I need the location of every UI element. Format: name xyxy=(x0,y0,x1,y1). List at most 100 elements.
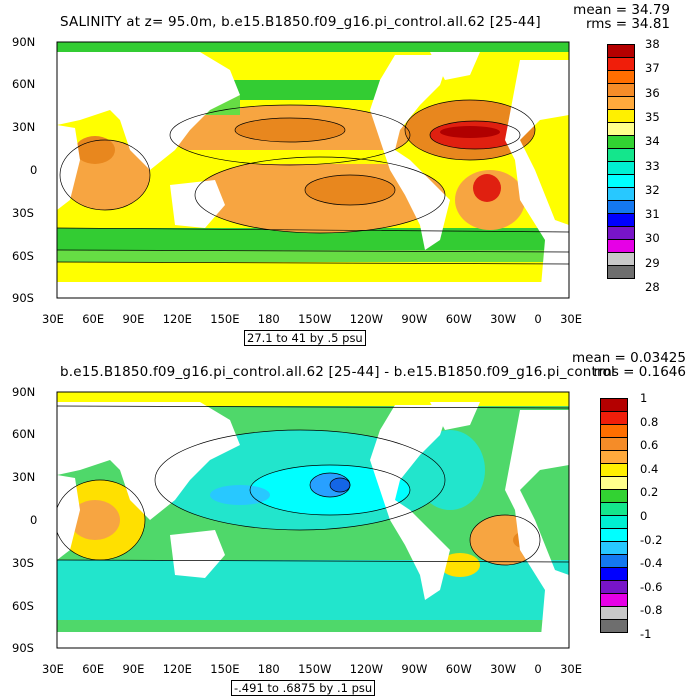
colorbar-swatch xyxy=(600,568,628,581)
lon-label: 180 xyxy=(257,662,280,676)
lon-label: 150W xyxy=(298,312,332,326)
lon-label: 60E xyxy=(82,312,105,326)
colorbar-swatch xyxy=(600,529,628,542)
lon-label: 0 xyxy=(534,312,542,326)
bottom-lat-label: 30S xyxy=(12,556,34,570)
colorbar-swatch xyxy=(607,44,635,58)
bottom-mean-stat: mean = 0.03425 xyxy=(571,350,686,366)
lon-label: 120W xyxy=(349,662,384,676)
colorbar-label: -0.2 xyxy=(640,532,663,547)
top-mean-stat: mean = 34.79 xyxy=(573,2,670,18)
top-rms-stat: rms = 34.81 xyxy=(585,16,670,32)
colorbar-label: 37 xyxy=(645,61,660,76)
bottom-lat-label: 30N xyxy=(12,470,36,484)
lon-label: 30W xyxy=(490,312,517,326)
colorbar-label: 0.6 xyxy=(640,438,659,453)
colorbar-swatch xyxy=(607,201,635,214)
colorbar-swatch xyxy=(607,162,635,175)
top-contours xyxy=(57,99,569,265)
lon-label: 120E xyxy=(162,662,192,676)
top-lat-label: 0 xyxy=(30,163,38,177)
colorbar-label: 30 xyxy=(645,231,660,246)
top-lat-label: 90N xyxy=(12,35,36,49)
lon-label: 30E xyxy=(42,662,64,676)
colorbar-swatch xyxy=(607,188,635,201)
colorbar-label: 35 xyxy=(645,109,660,124)
colorbar-label: -1 xyxy=(640,627,652,641)
colorbar-swatch xyxy=(600,490,628,503)
colorbar-swatch xyxy=(600,555,628,568)
top-lat-label: 60N xyxy=(12,77,36,91)
colorbar-label: 34 xyxy=(645,134,660,149)
colorbar-swatch xyxy=(607,240,635,253)
lon-label: 150W xyxy=(298,662,332,676)
lon-label: 0 xyxy=(534,662,542,676)
colorbar-label: 36 xyxy=(645,85,660,100)
colorbar-label: -0.8 xyxy=(640,603,663,618)
bottom-colorbar xyxy=(600,398,628,633)
colorbar-label: 28 xyxy=(645,280,660,294)
colorbar-swatch xyxy=(607,58,635,71)
colorbar-swatch xyxy=(600,464,628,477)
top-lat-label: 30N xyxy=(12,120,36,134)
colorbar-swatch xyxy=(607,136,635,149)
colorbar-swatch xyxy=(600,594,628,607)
colorbar-swatch xyxy=(600,425,628,438)
colorbar-label: 31 xyxy=(645,207,660,222)
colorbar-label: 0 xyxy=(640,509,648,523)
bottom-map-title: b.e15.B1850.f09_g16.pi_control.all.62 [2… xyxy=(60,364,615,380)
colorbar-swatch xyxy=(600,451,628,464)
bottom-lon-axis: 30E 60E 90E 120E 150E 180 150W 120W 90W … xyxy=(42,662,582,676)
bottom-lat-label: 90N xyxy=(12,385,36,399)
colorbar-label: -0.6 xyxy=(640,579,663,594)
bottom-contours xyxy=(57,405,569,566)
lon-label: 150E xyxy=(210,312,240,326)
bottom-lat-label: 90S xyxy=(12,641,34,655)
lon-label: 30E xyxy=(42,312,64,326)
bottom-lat-label: 60N xyxy=(12,427,36,441)
colorbar-swatch xyxy=(607,266,635,279)
top-lat-label: 30S xyxy=(12,206,34,220)
top-land-mask xyxy=(57,52,569,298)
top-map-title: SALINITY at z= 95.0m, b.e15.B1850.f09_g1… xyxy=(60,14,541,30)
colorbar-swatch xyxy=(607,123,635,136)
lon-label: 60W xyxy=(445,662,472,676)
colorbar-label: 0.8 xyxy=(640,414,659,429)
top-lon-axis: 30E 60E 90E 120E 150E 180 150W 120W 90W … xyxy=(42,312,582,326)
lon-label: 120W xyxy=(349,312,384,326)
lon-label: 60E xyxy=(82,662,105,676)
colorbar-label: 32 xyxy=(645,182,660,197)
colorbar-label: 38 xyxy=(645,37,660,51)
colorbar-swatch xyxy=(607,110,635,123)
colorbar-swatch xyxy=(607,71,635,84)
lon-label: 90W xyxy=(401,662,428,676)
top-lat-label: 90S xyxy=(12,291,34,305)
lon-label: 90W xyxy=(401,312,428,326)
colorbar-swatch xyxy=(607,84,635,97)
bottom-lat-label: 0 xyxy=(30,513,38,527)
colorbar-swatch xyxy=(600,398,628,412)
lon-label: 120E xyxy=(162,312,192,326)
colorbar-label: 0.4 xyxy=(640,461,659,476)
colorbar-swatch xyxy=(600,516,628,529)
lon-label: 30E xyxy=(560,312,582,326)
colorbar-swatch xyxy=(607,175,635,188)
colorbar-swatch xyxy=(600,607,628,620)
top-lat-label: 60S xyxy=(12,249,34,263)
lon-label: 180 xyxy=(257,312,280,326)
colorbar-label: 0.2 xyxy=(640,485,659,500)
colorbar-swatch xyxy=(607,149,635,162)
colorbar-swatch xyxy=(600,412,628,425)
bottom-lat-label: 60S xyxy=(12,599,34,613)
colorbar-label: 33 xyxy=(645,158,660,173)
top-colorbar xyxy=(607,44,635,279)
colorbar-label: 1 xyxy=(640,391,648,405)
lon-label: 90E xyxy=(122,662,145,676)
bottom-contour-range: -.491 to .6875 by .1 psu xyxy=(231,680,376,696)
lon-label: 150E xyxy=(210,662,240,676)
colorbar-swatch xyxy=(600,620,628,633)
colorbar-swatch xyxy=(607,214,635,227)
top-map-frame xyxy=(56,41,570,299)
colorbar-swatch xyxy=(600,542,628,555)
